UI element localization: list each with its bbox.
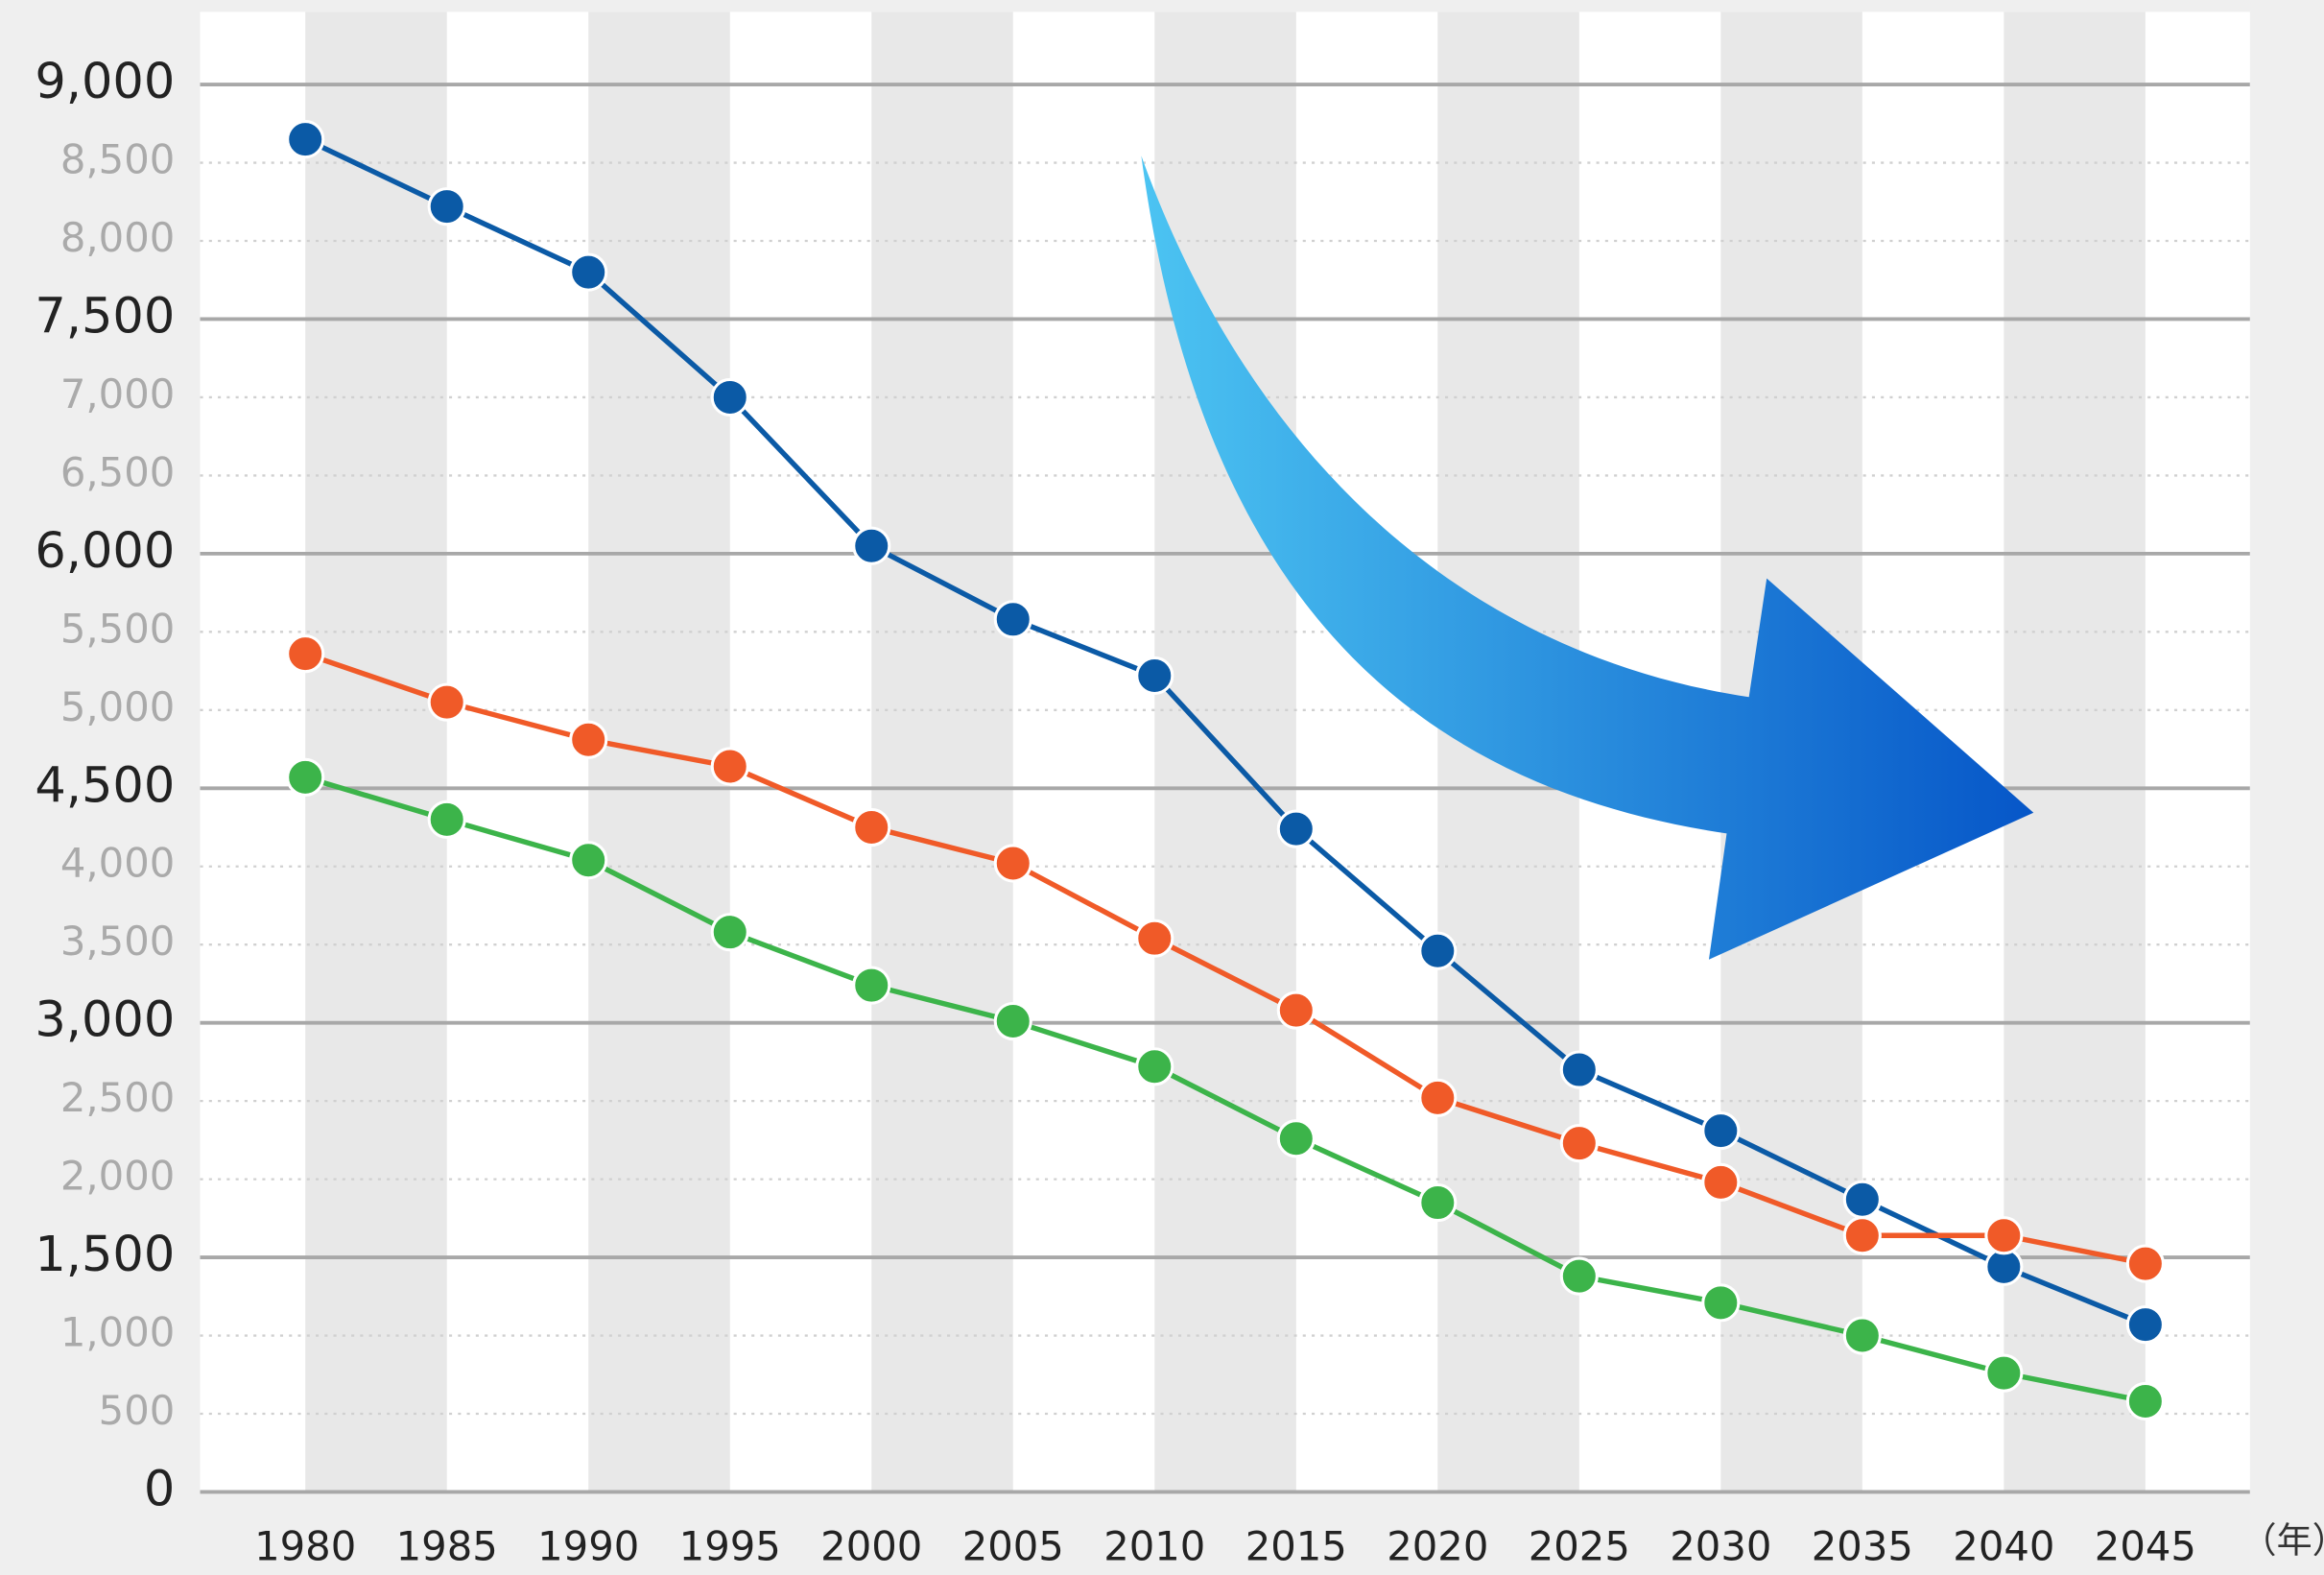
data-point	[429, 189, 464, 225]
y-tick-label: 1,500	[35, 1227, 175, 1283]
page: 0 500 1,000 1,500 2,000 2,500 3,000 3,500 4,000 4…	[0, 0, 2324, 1575]
data-point	[1420, 1185, 1456, 1221]
x-tick-label: 2030	[1670, 1523, 1771, 1570]
y-tick-label: 7,500	[35, 288, 175, 345]
x-tick-label: 2000	[820, 1523, 922, 1570]
y-tick-label: 7,000	[60, 370, 175, 418]
data-point	[2127, 1307, 2163, 1343]
x-tick-label: 2045	[2095, 1523, 2196, 1570]
x-tick-label: 2025	[1529, 1523, 1630, 1570]
data-point	[429, 684, 464, 720]
x-tick-label: 2015	[1245, 1523, 1347, 1570]
data-point	[1561, 1126, 1597, 1161]
column-band	[2004, 12, 2146, 1491]
data-point	[1137, 657, 1173, 693]
y-tick-label: 2,000	[60, 1153, 175, 1200]
y-tick-label: 6,500	[60, 448, 175, 495]
data-point	[1278, 811, 1314, 847]
y-tick-label: 8,000	[60, 214, 175, 261]
x-tick-label: 2035	[1812, 1523, 1913, 1570]
y-tick-label: 3,000	[35, 992, 175, 1049]
data-point	[1278, 1121, 1314, 1157]
x-tick-label: 2010	[1103, 1523, 1205, 1570]
data-point	[712, 915, 747, 950]
data-point	[1561, 1052, 1597, 1087]
data-point	[1844, 1181, 1880, 1217]
data-point	[288, 759, 323, 795]
y-tick-label: 1,000	[60, 1309, 175, 1356]
data-point	[712, 379, 747, 415]
x-tick-label: 1980	[254, 1523, 356, 1570]
data-point	[995, 602, 1031, 637]
column-band	[871, 12, 1013, 1491]
data-point	[1844, 1318, 1880, 1353]
y-tick-label: 3,500	[60, 918, 175, 965]
y-tick-label: 5,000	[60, 683, 175, 730]
y-tick-label: 5,500	[60, 605, 175, 652]
x-tick-label: 2040	[1953, 1523, 2054, 1570]
x-tick-label: 2020	[1387, 1523, 1488, 1570]
column-band	[305, 12, 447, 1491]
data-point	[429, 801, 464, 837]
data-point	[2127, 1246, 2163, 1281]
x-tick-label: 1990	[537, 1523, 639, 1570]
x-tick-label: 2005	[962, 1523, 1064, 1570]
data-point	[995, 846, 1031, 881]
data-point	[1137, 1049, 1173, 1085]
y-tick-label: 9,000	[35, 54, 175, 110]
data-point	[1561, 1258, 1597, 1294]
chart: 0 500 1,000 1,500 2,000 2,500 3,000 3,500 4,000 4…	[0, 0, 2324, 1575]
data-point	[288, 636, 323, 672]
data-point	[854, 809, 889, 845]
data-point	[854, 528, 889, 563]
data-point	[1137, 920, 1173, 956]
data-point	[712, 749, 747, 784]
data-point	[1986, 1218, 2022, 1253]
data-point	[1844, 1218, 1880, 1253]
x-axis-label: （年）	[2241, 1520, 2324, 1562]
data-point	[1703, 1285, 1739, 1321]
data-point	[1986, 1355, 2022, 1391]
y-tick-label: 6,000	[35, 523, 175, 580]
data-point	[571, 254, 606, 290]
data-point	[1420, 933, 1456, 968]
y-tick-label: 4,500	[35, 757, 175, 814]
y-tick-label: 0	[144, 1461, 175, 1517]
data-point	[571, 722, 606, 757]
data-point	[854, 967, 889, 1003]
y-tick-label: 500	[99, 1387, 176, 1434]
y-tick-label: 4,000	[60, 840, 175, 887]
data-point	[571, 843, 606, 878]
x-tick-label: 1985	[396, 1523, 498, 1570]
y-tick-label: 8,500	[60, 136, 175, 183]
data-point	[1703, 1113, 1739, 1149]
data-point	[288, 122, 323, 157]
y-tick-label: 2,500	[60, 1074, 175, 1121]
data-point	[2127, 1383, 2163, 1419]
data-point	[1278, 992, 1314, 1028]
data-point	[1420, 1080, 1456, 1115]
data-point	[1703, 1164, 1739, 1200]
x-tick-label: 1995	[679, 1523, 781, 1570]
data-point	[995, 1003, 1031, 1038]
